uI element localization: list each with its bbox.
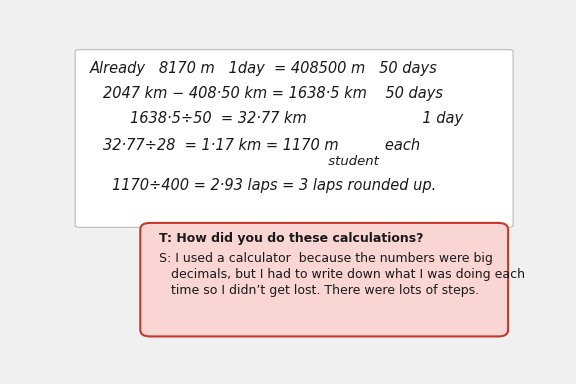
- Text: S: I used a calculator  because the numbers were big: S: I used a calculator because the numbe…: [159, 252, 493, 265]
- FancyBboxPatch shape: [75, 50, 513, 227]
- Text: 2047 km − 408·50 km = 1638·5 km    50 days: 2047 km − 408·50 km = 1638·5 km 50 days: [103, 86, 444, 101]
- Text: decimals, but I had to write down what I was doing each: decimals, but I had to write down what I…: [159, 268, 525, 281]
- Text: time so I didn’t get lost. There were lots of steps.: time so I didn’t get lost. There were lo…: [159, 284, 479, 297]
- Text: student: student: [103, 155, 379, 168]
- Text: 1170÷400 = 2·93 laps = 3 laps rounded up.: 1170÷400 = 2·93 laps = 3 laps rounded up…: [112, 177, 437, 192]
- Text: Already   8170 m   1day  = 408500 m   50 days: Already 8170 m 1day = 408500 m 50 days: [90, 61, 438, 76]
- FancyBboxPatch shape: [141, 223, 508, 336]
- Text: 1638·5÷50  = 32·77 km                         1 day: 1638·5÷50 = 32·77 km 1 day: [130, 111, 463, 126]
- Polygon shape: [178, 226, 205, 231]
- Text: 32·77÷28  = 1·17 km = 1170 m          each: 32·77÷28 = 1·17 km = 1170 m each: [103, 137, 420, 152]
- Text: T: How did you do these calculations?: T: How did you do these calculations?: [159, 232, 423, 245]
- Polygon shape: [177, 225, 206, 229]
